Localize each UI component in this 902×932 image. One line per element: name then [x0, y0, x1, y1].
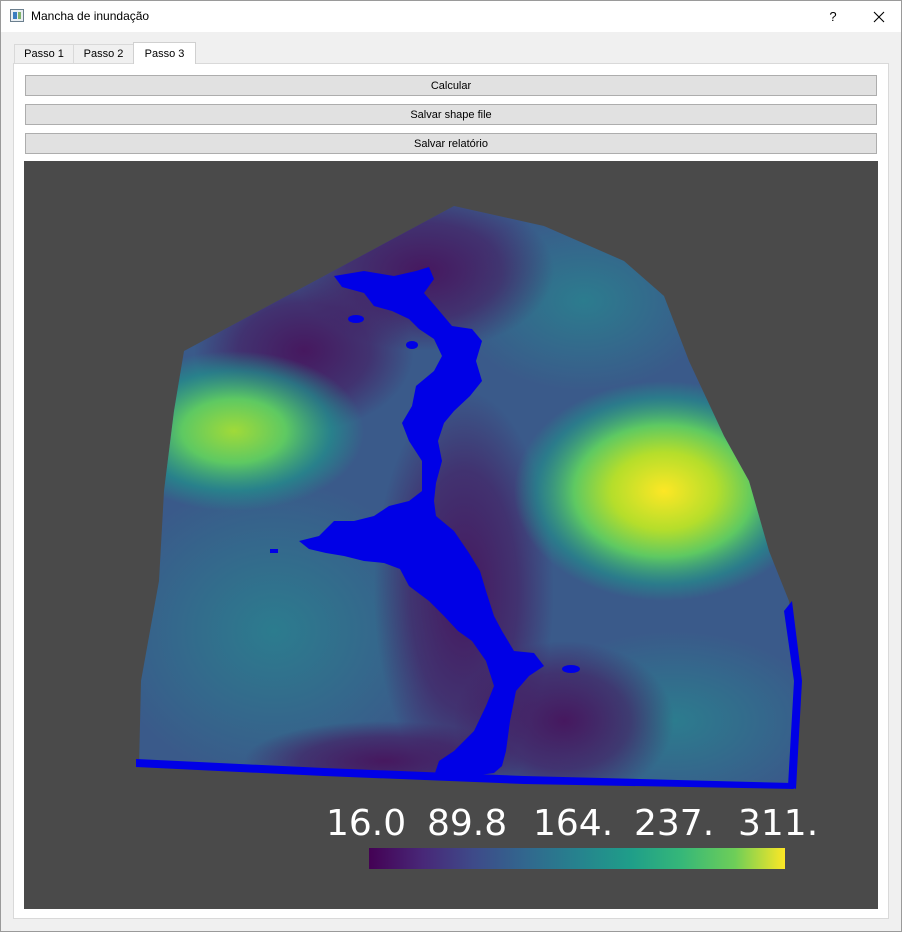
close-icon	[873, 11, 885, 22]
flood-border	[136, 759, 794, 789]
scale-label: 16.0	[326, 803, 407, 844]
terrain-surface[interactable]	[24, 161, 878, 909]
3d-map-view[interactable]: 16.0 89.8 164. 237. 311.	[24, 161, 878, 909]
app-icon	[10, 9, 24, 22]
tab-panel-passo-3: Calcular Salvar shape file Salvar relató…	[13, 63, 889, 919]
scale-label: 164.	[533, 803, 614, 844]
scale-label: 311.	[738, 803, 819, 844]
tab-passo-3[interactable]: Passo 3	[133, 42, 196, 64]
window-title: Mancha de inundação	[31, 9, 150, 23]
color-scale-bar	[369, 848, 785, 869]
tab-passo-1[interactable]: Passo 1	[14, 44, 74, 63]
scale-label: 89.8	[427, 803, 508, 844]
calcular-button[interactable]: Calcular	[25, 75, 877, 96]
help-button[interactable]: ?	[829, 9, 837, 24]
title-bar[interactable]: Mancha de inundação ?	[1, 1, 901, 32]
tab-passo-2[interactable]: Passo 2	[73, 44, 134, 63]
close-button[interactable]	[857, 1, 901, 32]
salvar-shape-file-button[interactable]: Salvar shape file	[25, 104, 877, 125]
salvar-relatorio-button[interactable]: Salvar relatório	[25, 133, 877, 154]
flood-area	[299, 267, 544, 777]
scale-label: 237.	[634, 803, 715, 844]
